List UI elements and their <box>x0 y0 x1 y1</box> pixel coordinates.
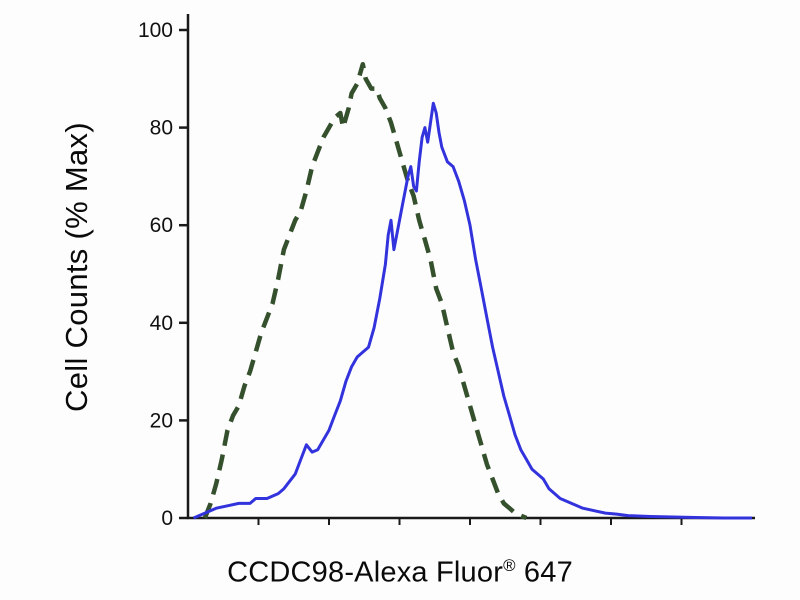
y-tick-label: 100 <box>138 19 173 42</box>
flow-cytometry-histogram: 0 20 40 60 80 100 <box>138 14 755 530</box>
y-tick-label: 60 <box>150 214 173 237</box>
x-axis-title: CCDC98-Alexa Fluor® 647 <box>0 556 800 590</box>
y-tick-label: 80 <box>150 117 173 140</box>
x-axis-title-suffix: 647 <box>515 556 573 589</box>
y-tick-label: 20 <box>150 409 173 432</box>
y-tick-label: 0 <box>161 507 173 530</box>
control-curve <box>202 61 528 521</box>
axes <box>186 14 755 520</box>
histogram-curves <box>193 61 752 521</box>
ccdc98-curve <box>193 101 752 520</box>
registered-trademark-symbol: ® <box>503 556 516 575</box>
axis-ticks: 0 20 40 60 80 100 <box>138 19 683 530</box>
y-tick-label: 40 <box>150 312 173 335</box>
x-axis-title-text: CCDC98-Alexa Fluor <box>227 556 504 589</box>
